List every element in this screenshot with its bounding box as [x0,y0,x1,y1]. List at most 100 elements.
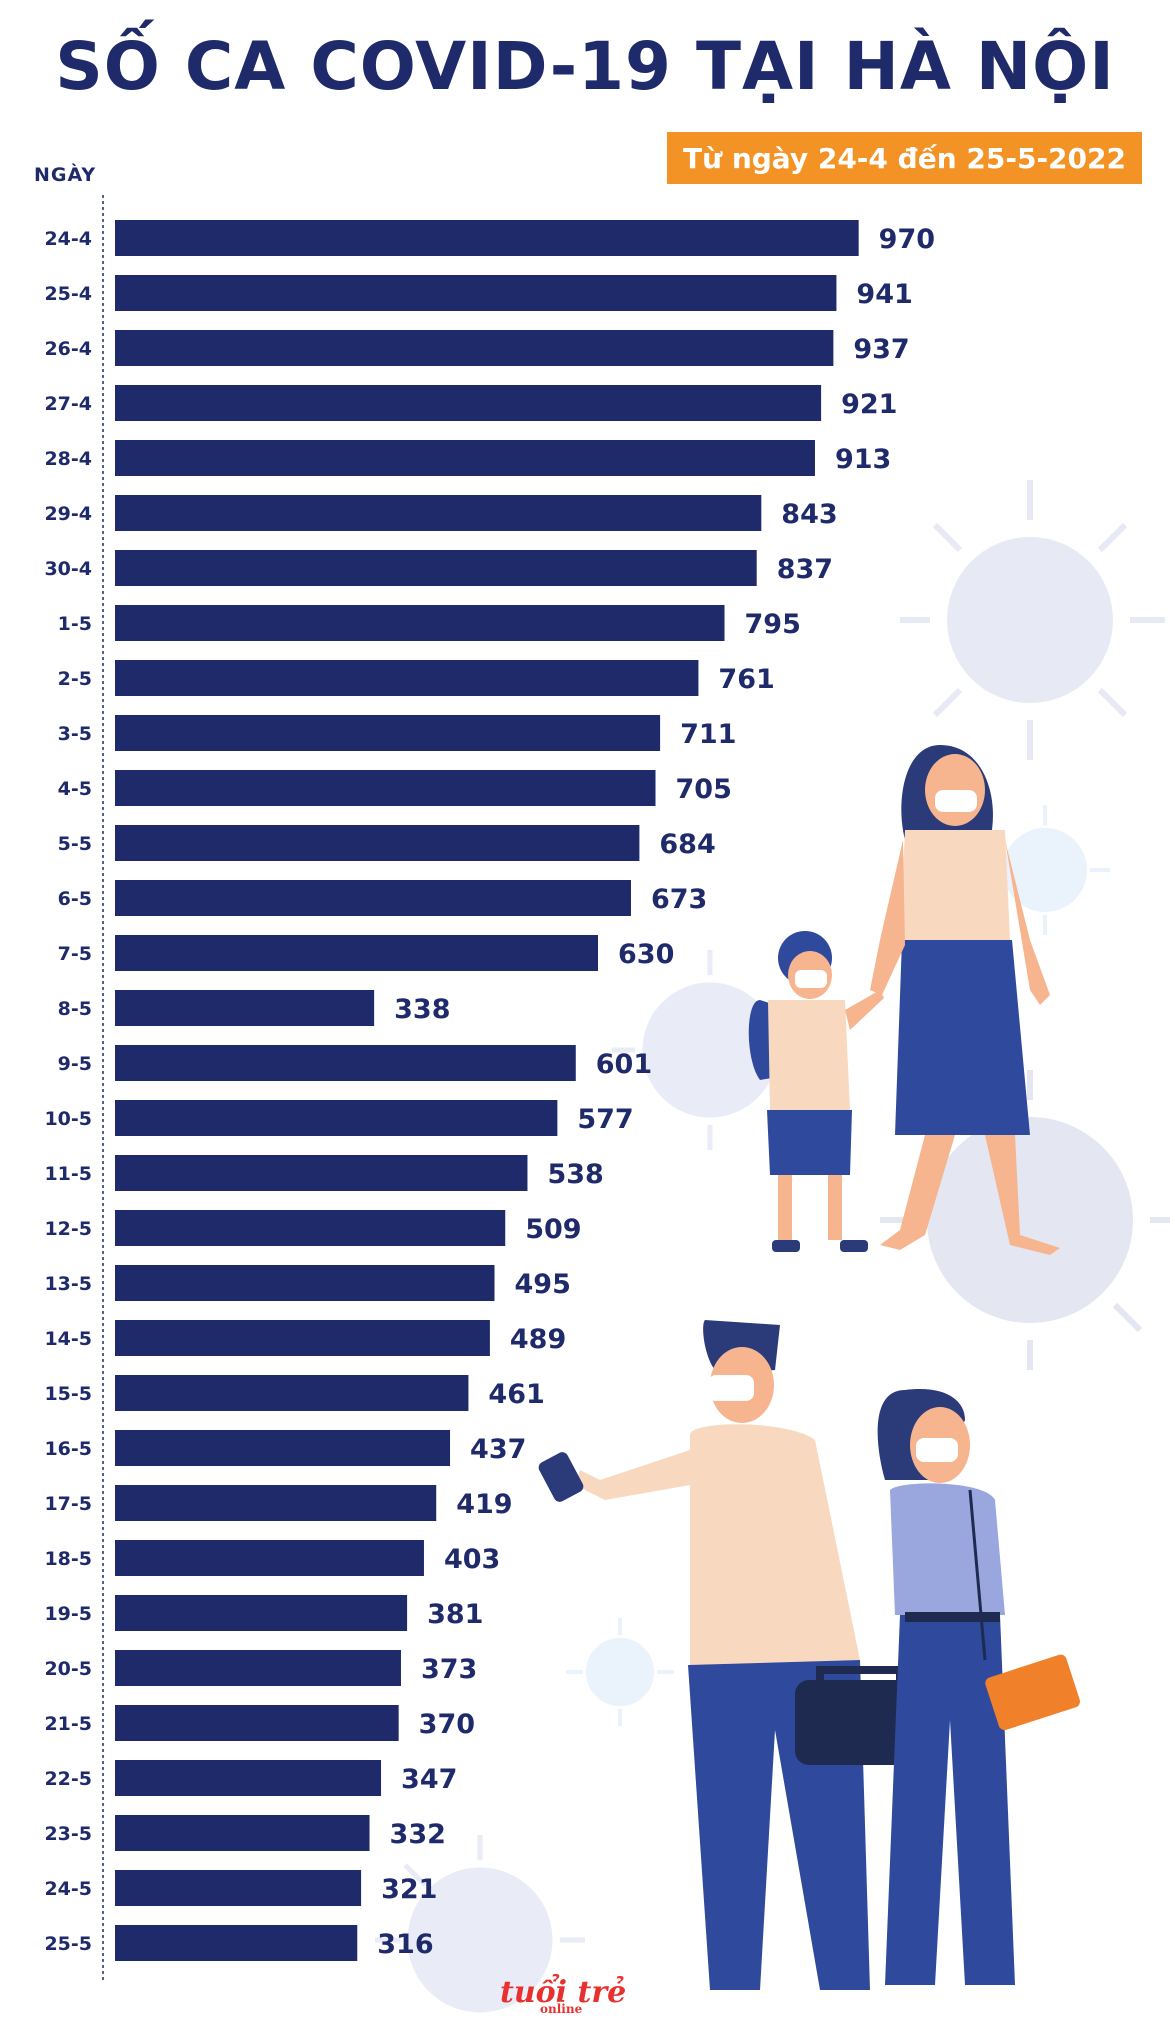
value-label: 347 [401,1764,457,1795]
bar [115,770,656,806]
bar [115,1100,558,1136]
category-label: 24-5 [44,1878,92,1900]
category-label: 22-5 [44,1768,92,1790]
bar [115,605,725,641]
category-label: 16-5 [44,1438,92,1460]
value-label: 843 [781,499,837,530]
bar [115,1430,451,1466]
bar [115,990,375,1026]
value-label: 937 [853,334,909,365]
bar [115,1210,506,1246]
value-label: 437 [470,1434,526,1465]
category-label: 21-5 [44,1713,92,1735]
bar [115,1320,490,1356]
value-label: 577 [577,1104,633,1135]
value-label: 761 [718,664,774,695]
category-label: 30-4 [44,558,92,580]
category-label: 10-5 [44,1108,92,1130]
value-label: 601 [596,1049,652,1080]
category-label: 29-4 [44,503,92,525]
page-title: SỐ CA COVID-19 TẠI HÀ NỘI [55,28,1115,105]
bar [115,550,757,586]
bar [115,1540,424,1576]
value-label: 338 [394,994,450,1025]
bar [115,1485,437,1521]
bar [115,220,859,256]
category-label: 12-5 [44,1218,92,1240]
value-label: 921 [841,389,897,420]
value-label: 373 [421,1654,477,1685]
category-label: 11-5 [44,1163,92,1185]
category-label: 13-5 [44,1273,92,1295]
value-label: 684 [659,829,715,860]
category-label: 1-5 [58,613,92,635]
tuoi-tre-logo: tuổi trẻ online [500,1975,626,2016]
category-label: 5-5 [58,833,92,855]
virus-icon [566,1618,674,1726]
woman-with-child-illustration [748,745,1060,1255]
value-label: 711 [680,719,736,750]
value-label: 403 [444,1544,500,1575]
bar [115,1650,401,1686]
bar [115,660,699,696]
bar [115,330,834,366]
value-label: 630 [618,939,674,970]
category-label: 17-5 [44,1493,92,1515]
value-label: 837 [777,554,833,585]
logo-subtext: online [540,2002,583,2016]
bar [115,385,822,421]
value-label: 941 [856,279,912,310]
category-label: 23-5 [44,1823,92,1845]
bar [115,825,640,861]
value-label: 321 [381,1874,437,1905]
value-label: 673 [651,884,707,915]
category-label: 8-5 [58,998,92,1020]
value-label: 332 [390,1819,446,1850]
category-label: 24-4 [44,228,92,250]
value-label: 705 [676,774,732,805]
value-label: 795 [745,609,801,640]
bar [115,715,661,751]
value-label: 495 [515,1269,571,1300]
category-label: 25-4 [44,283,92,305]
category-label: 3-5 [58,723,92,745]
virus-icon [375,1835,585,2013]
value-label: 461 [488,1379,544,1410]
category-label: 20-5 [44,1658,92,1680]
category-label: 7-5 [58,943,92,965]
category-label: 9-5 [58,1053,92,1075]
bar [115,1815,370,1851]
bar [115,1265,495,1301]
value-label: 489 [510,1324,566,1355]
date-range-badge: Từ ngày 24-4 đến 25-5-2022 [667,132,1142,184]
value-label: 970 [879,224,935,255]
category-label: 2-5 [58,668,92,690]
value-label: 538 [547,1159,603,1190]
value-label: 316 [377,1929,433,1960]
bar [115,1870,362,1906]
category-label: 25-5 [44,1933,92,1955]
bar [115,495,762,531]
couple-illustration [538,1320,1080,1990]
bar [115,275,837,311]
value-label: 509 [525,1214,581,1245]
axis-header-date: NGÀY [34,164,97,186]
bar [115,1705,399,1741]
date-range-text: Từ ngày 24-4 đến 25-5-2022 [683,141,1126,175]
category-label: 27-4 [44,393,92,415]
bar [115,935,598,971]
value-label: 913 [835,444,891,475]
category-label: 26-4 [44,338,92,360]
category-label: 6-5 [58,888,92,910]
bar [115,880,631,916]
category-label: 15-5 [44,1383,92,1405]
bar [115,440,815,476]
value-label: 370 [419,1709,475,1740]
category-label: 4-5 [58,778,92,800]
bar [115,1375,469,1411]
virus-icon [900,480,1165,760]
logo-text: tuổi trẻ [500,1975,627,2010]
bar [115,1760,382,1796]
